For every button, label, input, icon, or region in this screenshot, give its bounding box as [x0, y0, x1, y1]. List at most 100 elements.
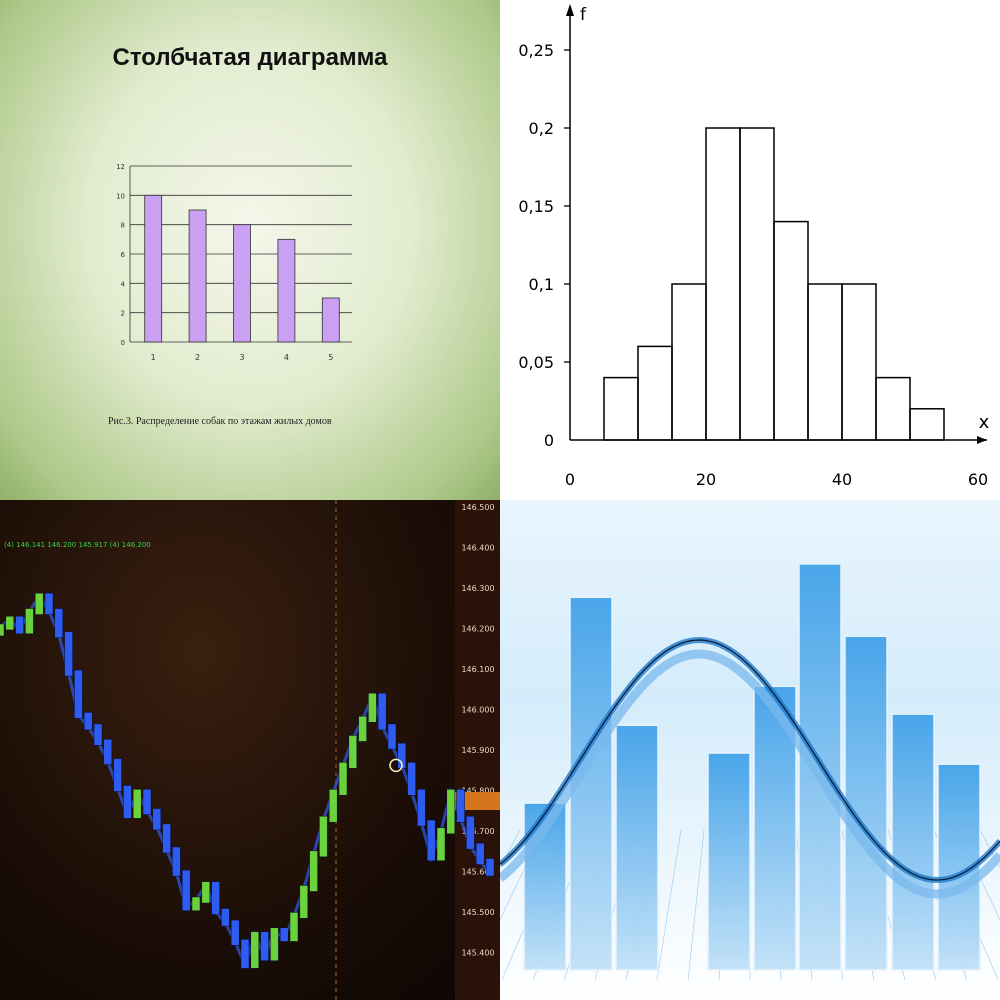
x-tick-label: 2	[195, 353, 200, 362]
highlight-marker	[389, 758, 403, 773]
y-tick-label: 4	[121, 280, 126, 288]
candle	[44, 592, 54, 615]
histogram-bar	[671, 283, 707, 441]
price-label: 145.900	[461, 746, 494, 755]
candle	[368, 692, 377, 723]
bar	[615, 724, 659, 971]
price-label: 145.500	[461, 908, 494, 917]
candle	[230, 919, 240, 946]
y-tick-label: 0,1	[529, 275, 554, 294]
floor-gridline	[656, 829, 682, 981]
candle	[211, 881, 220, 915]
abstract-bar-chart	[500, 563, 1000, 981]
candle	[309, 850, 318, 892]
wave-line	[500, 639, 1000, 881]
histogram-bar	[875, 376, 911, 441]
slide-title: Столбчатая диаграмма	[112, 44, 388, 71]
price-label: 146.400	[461, 544, 494, 553]
candle	[181, 869, 191, 911]
candle	[54, 608, 64, 638]
candle	[348, 735, 358, 769]
bar	[233, 224, 251, 343]
candle	[15, 615, 24, 635]
y-tick-label: 2	[121, 310, 125, 318]
candle	[299, 885, 309, 919]
candle	[358, 715, 367, 742]
candle	[142, 789, 152, 815]
histogram-bar	[603, 376, 639, 441]
histogram-panel: f x 0 0,05 0,1 0,15 0,2 0,25 0 20 40 60	[500, 0, 1000, 500]
current-price-box	[455, 792, 500, 810]
ticker-header: (4) 146.141 146.200 145.917 (4) 146.200	[4, 541, 151, 549]
candle	[466, 815, 475, 850]
candle	[387, 723, 397, 750]
figure-caption: Рис.3. Распределение собак по этажам жил…	[108, 416, 332, 427]
price-label: 146.300	[461, 584, 494, 593]
candle	[132, 789, 142, 819]
price-label: 145.400	[461, 949, 494, 958]
x-axis-label: x	[979, 412, 990, 433]
trading-chart-panel: 146.500 146.400 146.300 146.200 146.100 146.0…	[0, 500, 500, 1000]
histogram-bar	[705, 127, 741, 441]
candle	[162, 823, 171, 854]
x-tick-label: 3	[239, 353, 244, 362]
price-label: 145.600	[461, 868, 494, 877]
candle	[25, 608, 34, 635]
y-axis-arrow	[566, 4, 574, 16]
price-scale	[455, 500, 500, 1000]
y-tick-label: 10	[116, 192, 125, 200]
y-tick-label: 6	[121, 251, 126, 259]
floor-gridline	[687, 829, 705, 981]
bar-chart-slide: Столбчатая диаграмма 0 2 4 6 8 10 12 1 2 3 4 5 Рис.…	[0, 0, 500, 500]
candle	[279, 927, 289, 942]
x-tick-label: 4	[284, 353, 289, 362]
candle	[191, 896, 201, 911]
candle	[172, 846, 181, 877]
candle	[319, 815, 328, 858]
candle	[328, 789, 338, 823]
candle	[201, 881, 211, 904]
y-tick-label: 0,25	[518, 41, 554, 60]
bar	[891, 713, 935, 971]
candle	[446, 789, 456, 835]
candle	[152, 808, 162, 831]
candle	[240, 939, 250, 969]
histogram-bar	[773, 220, 809, 441]
x-tick-label: 5	[328, 353, 333, 362]
histogram-chart: f x 0 0,05 0,1 0,15 0,2 0,25 0 20 40 60	[518, 4, 990, 489]
bar	[188, 209, 207, 343]
histogram-bar	[637, 345, 673, 441]
candle	[0, 623, 5, 637]
candle	[103, 739, 113, 765]
candle	[64, 631, 73, 677]
price-line	[0, 593, 492, 970]
candle	[34, 592, 44, 615]
bar	[144, 194, 163, 343]
candle	[426, 819, 436, 861]
candle	[289, 912, 299, 942]
price-label: 146.200	[461, 625, 494, 634]
price-chart: 146.500 146.400 146.300 146.200 146.100 146.0…	[0, 500, 500, 1000]
floor-gridline	[979, 829, 1000, 869]
candle	[5, 615, 15, 631]
candle	[338, 762, 348, 796]
y-tick-label: 0,05	[518, 353, 554, 372]
x-axis-arrow	[977, 436, 987, 444]
price-label: 146.000	[461, 706, 494, 715]
y-tick-label: 8	[121, 222, 125, 230]
y-tick-label: 0,2	[529, 119, 554, 138]
candle	[113, 758, 122, 792]
bar	[321, 297, 340, 343]
candle	[93, 723, 103, 746]
candle	[83, 712, 93, 731]
price-label: 145.800	[461, 787, 494, 796]
candle	[436, 827, 446, 861]
candle	[260, 931, 269, 961]
candle	[123, 785, 132, 819]
x-tick-label: 60	[968, 470, 988, 489]
price-label: 146.500	[461, 503, 494, 512]
y-tick-label: 0	[544, 431, 554, 450]
y-axis-label: f	[580, 5, 587, 25]
candle	[417, 789, 426, 827]
candle	[407, 762, 416, 796]
